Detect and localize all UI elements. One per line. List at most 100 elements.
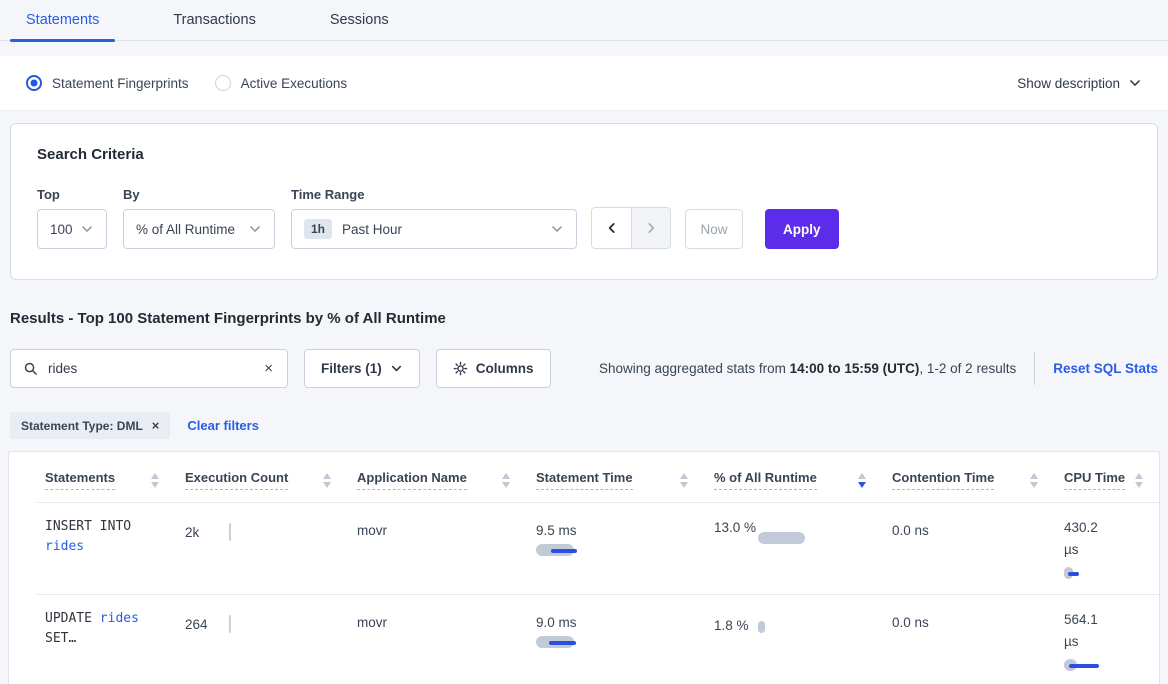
- top-select-value: 100: [50, 221, 73, 237]
- radio-unselected-icon[interactable]: [214, 75, 231, 91]
- table-row[interactable]: INSERT INTO rides 2k movr 9.5 ms 13.0 % …: [9, 503, 1159, 594]
- results-summary: Showing aggregated stats from 14:00 to 1…: [599, 352, 1158, 385]
- col-contention-time-label[interactable]: Contention Time: [892, 470, 995, 490]
- time-range-prev-button[interactable]: [592, 208, 631, 248]
- col-cpu-time: CPU Time: [1064, 470, 1147, 490]
- statement-cell: UPDATE rides SET…: [45, 609, 185, 649]
- sort-icon[interactable]: [151, 472, 159, 488]
- chevron-down-icon: [391, 365, 401, 372]
- contention-time-cell: 0.0 ns: [892, 615, 929, 630]
- table-row[interactable]: UPDATE rides SET… 264 movr 9.0 ms 1.8 % …: [9, 595, 1159, 684]
- statements-table: Statements Execution Count Application N…: [8, 451, 1160, 684]
- statement-search-box: ×: [10, 349, 288, 388]
- filters-button[interactable]: Filters (1): [304, 349, 420, 388]
- col-pct-runtime-label[interactable]: % of All Runtime: [714, 470, 817, 490]
- sort-icon[interactable]: [502, 472, 510, 488]
- top-label: Top: [37, 187, 60, 202]
- chevron-down-icon: [82, 226, 92, 232]
- statement-time-cell: 9.0 ms: [536, 609, 714, 649]
- chevron-left-icon: [608, 223, 615, 233]
- columns-button[interactable]: Columns: [435, 349, 551, 388]
- statement-link[interactable]: rides: [45, 539, 85, 554]
- show-description-toggle[interactable]: Show description: [1017, 76, 1142, 91]
- now-button[interactable]: Now: [685, 209, 743, 249]
- execution-count-bar: [229, 523, 231, 541]
- time-range-select[interactable]: 1h Past Hour: [291, 209, 577, 249]
- statement-link[interactable]: rides: [99, 611, 139, 626]
- sort-icon-active-desc[interactable]: [858, 472, 866, 488]
- row-divider: [37, 502, 1159, 503]
- col-application-name-label[interactable]: Application Name: [357, 470, 467, 490]
- sort-icon[interactable]: [1030, 472, 1038, 488]
- application-name-cell: movr: [357, 615, 387, 630]
- col-application-name: Application Name: [357, 470, 536, 490]
- sort-icon[interactable]: [680, 472, 688, 488]
- top-select[interactable]: 100: [37, 209, 107, 249]
- col-cpu-time-label[interactable]: CPU Time: [1064, 470, 1126, 490]
- chevron-down-icon: [1130, 80, 1140, 86]
- execution-count-cell: 2k: [185, 517, 357, 541]
- statement-keyword: UPDATE: [45, 611, 100, 626]
- time-range-label: Time Range: [291, 187, 365, 202]
- statement-time-bar: [536, 543, 714, 557]
- tab-statements[interactable]: Statements: [10, 0, 116, 42]
- radio-active-executions[interactable]: Active Executions: [214, 75, 348, 91]
- summary-count: , 1-2 of 2 results: [919, 361, 1017, 376]
- filter-pill-statement-type[interactable]: Statement Type: DML ×: [10, 412, 171, 439]
- col-statement-time: Statement Time: [536, 470, 714, 490]
- reset-sql-stats-link[interactable]: Reset SQL Stats: [1034, 352, 1158, 385]
- filter-pill-label: Statement Type: DML: [21, 418, 143, 433]
- apply-button[interactable]: Apply: [765, 209, 839, 249]
- cpu-time-cell: 564.1 µs: [1064, 609, 1147, 672]
- col-statement-time-label[interactable]: Statement Time: [536, 470, 633, 490]
- time-range-step-group: [591, 207, 671, 249]
- view-toggle-bar: Statement Fingerprints Active Executions…: [0, 56, 1168, 111]
- chevron-down-icon: [552, 226, 562, 232]
- row-divider: [37, 594, 1159, 595]
- pct-runtime-cell: 1.8 %: [714, 609, 892, 637]
- col-statements-label[interactable]: Statements: [45, 470, 116, 490]
- search-icon: [24, 362, 37, 375]
- tab-sessions[interactable]: Sessions: [314, 0, 405, 40]
- cpu-time-value: 430.2 µs: [1064, 520, 1098, 557]
- tab-transactions[interactable]: Transactions: [157, 0, 271, 40]
- search-criteria-title: Search Criteria: [37, 146, 144, 163]
- tab-transactions-label: Transactions: [173, 12, 256, 28]
- col-execution-count-label[interactable]: Execution Count: [185, 470, 289, 490]
- radio-statement-fingerprints-label: Statement Fingerprints: [52, 75, 189, 91]
- summary-time-range: 14:00 to 15:59 (UTC): [789, 361, 920, 376]
- search-clear-icon[interactable]: ×: [264, 360, 273, 377]
- sort-icon[interactable]: [1135, 472, 1143, 488]
- time-range-next-button[interactable]: [631, 208, 670, 248]
- show-description-label: Show description: [1017, 75, 1120, 91]
- statement-time-value: 9.5 ms: [536, 523, 577, 538]
- results-controls: × Filters (1) Columns Showing aggregated…: [10, 349, 1158, 388]
- by-select[interactable]: % of All Runtime: [123, 209, 275, 249]
- cpu-time-value: 564.1 µs: [1064, 612, 1098, 649]
- col-pct-runtime: % of All Runtime: [714, 470, 892, 490]
- clear-filters-link[interactable]: Clear filters: [187, 418, 259, 433]
- pct-runtime-cell: 13.0 %: [714, 517, 892, 545]
- time-range-control: Time Range 1h Past Hour: [291, 187, 577, 249]
- execution-count-value: 264: [185, 616, 208, 632]
- search-input[interactable]: [48, 361, 263, 376]
- radio-active-executions-label: Active Executions: [240, 75, 348, 91]
- filter-pill-close-icon[interactable]: ×: [151, 418, 160, 433]
- application-name-cell: movr: [357, 523, 387, 538]
- tab-statements-label: Statements: [26, 12, 100, 28]
- by-control: By % of All Runtime: [123, 187, 275, 249]
- search-criteria-card: Search Criteria Top 100 By % of All Runt…: [10, 123, 1158, 280]
- statement-keyword: INSERT INTO: [45, 519, 132, 534]
- execution-count-value: 2k: [185, 524, 200, 540]
- columns-button-label: Columns: [475, 361, 534, 376]
- radio-statement-fingerprints[interactable]: Statement Fingerprints: [26, 75, 189, 91]
- page-tabs: Statements Transactions Sessions: [0, 0, 1168, 42]
- radio-selected-icon[interactable]: [26, 75, 42, 91]
- sort-icon[interactable]: [323, 472, 331, 488]
- pct-runtime-value: 13.0 %: [714, 520, 757, 535]
- tab-sessions-label: Sessions: [329, 12, 389, 28]
- statement-time-value: 9.0 ms: [536, 615, 577, 630]
- apply-button-label: Apply: [783, 221, 821, 237]
- col-execution-count: Execution Count: [185, 470, 357, 490]
- cpu-time-bar: [1064, 566, 1147, 580]
